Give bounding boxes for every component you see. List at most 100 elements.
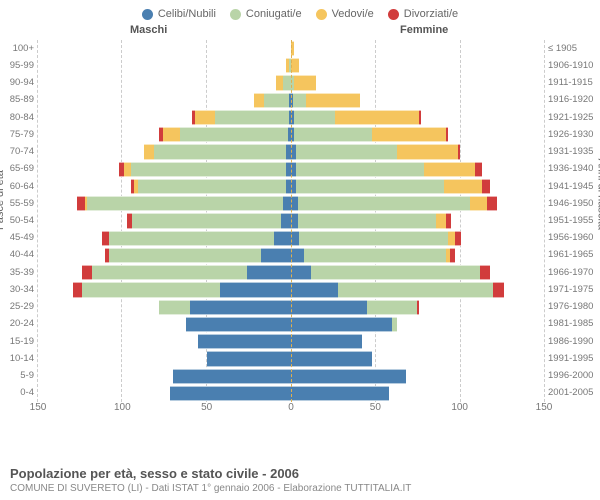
bar-segment [283,75,291,90]
legend-item: Celibi/Nubili [142,8,216,20]
ytick-age: 40-44 [0,249,38,260]
legend-swatch [142,9,153,20]
bar-row [38,162,291,177]
legend-item: Vedovi/e [316,8,374,20]
bar-row [291,196,544,211]
bar-segment [131,162,286,177]
bar-row [291,144,544,159]
bar-segment [73,282,81,297]
bar-segment [215,110,289,125]
bar-segment [444,179,481,194]
bar-segment [109,231,274,246]
legend: Celibi/NubiliConiugati/eVedovi/eDivorzia… [0,0,600,24]
bar-segment [291,248,304,263]
footer: Popolazione per età, sesso e stato civil… [10,466,411,494]
legend-swatch [230,9,241,20]
bar-segment [291,300,367,315]
ytick-age: 0-4 [0,387,38,398]
bar-segment [296,179,444,194]
center-axis [291,40,292,402]
bar-row [291,75,544,90]
xtick: 100 [451,402,468,413]
bar-segment [487,196,497,211]
bar-row [291,213,544,228]
bar-segment [173,369,291,384]
ytick-year: 1991-1995 [544,353,600,364]
bar-segment [296,162,424,177]
bar-row [291,369,544,384]
ytick-year: 1981-1985 [544,318,600,329]
bar-segment [180,127,288,142]
bar-row [38,334,291,349]
bar-segment [311,265,480,280]
bar-segment [283,196,291,211]
ytick-year: 1946-1950 [544,198,600,209]
ytick-age: 75-79 [0,129,38,140]
legend-label: Coniugati/e [246,8,302,20]
ytick-year: 1956-1960 [544,232,600,243]
bar-segment [480,265,490,280]
xtick: 150 [536,402,553,413]
bar-row [291,162,544,177]
legend-label: Vedovi/e [332,8,374,20]
ytick-age: 85-89 [0,94,38,105]
bar-segment [291,58,299,73]
bar-row [38,317,291,332]
bar-segment [291,213,298,228]
bar-row [291,58,544,73]
bar-segment [298,196,470,211]
bar-segment [132,213,280,228]
bar-segment [296,144,397,159]
ytick-age: 25-29 [0,301,38,312]
bar-segment [291,196,298,211]
bar-segment [424,162,475,177]
bar-segment [261,248,291,263]
ytick-year: ≤ 1905 [544,43,600,54]
bar-row [291,248,544,263]
bar-segment [335,110,419,125]
bar-row [38,386,291,401]
ytick-age: 90-94 [0,77,38,88]
ytick-year: 1986-1990 [544,336,600,347]
ytick-year: 1961-1965 [544,249,600,260]
bar-row [38,179,291,194]
bar-row [38,248,291,263]
xtick: 50 [201,402,212,413]
male-half [38,40,291,420]
bar-row [38,144,291,159]
bar-segment [92,265,247,280]
bar-segment [291,231,299,246]
bar-segment [159,300,189,315]
bar-segment [254,93,264,108]
xtick: 150 [30,402,47,413]
bar-segment [372,127,446,142]
bar-row [38,369,291,384]
chart-area: Fasce di età Anni di nascita 0-45-910-14… [0,40,600,440]
bar-segment [304,248,446,263]
bar-segment [419,110,421,125]
ytick-year: 1971-1975 [544,284,600,295]
bar-segment [294,127,372,142]
bar-row [38,282,291,297]
legend-item: Coniugati/e [230,8,302,20]
bar-segment [87,196,283,211]
chart-subtitle: COMUNE DI SUVERETO (LI) - Dati ISTAT 1° … [10,483,411,494]
ytick-age: 100+ [0,43,38,54]
bar-row [291,351,544,366]
bar-segment [82,265,92,280]
bar-row [291,282,544,297]
bar-segment [417,300,419,315]
bar-segment [186,317,291,332]
ytick-year: 1931-1935 [544,146,600,157]
bar-segment [274,231,291,246]
bar-segment [392,317,397,332]
bar-row [291,179,544,194]
ytick-age: 30-34 [0,284,38,295]
bar-segment [291,282,338,297]
header-male: Maschi [130,24,167,36]
bar-row [291,300,544,315]
yaxis-left: 0-45-910-1415-1920-2425-2930-3435-3940-4… [0,40,38,420]
female-half [291,40,544,420]
bar-segment [154,144,286,159]
bar-segment [436,213,446,228]
